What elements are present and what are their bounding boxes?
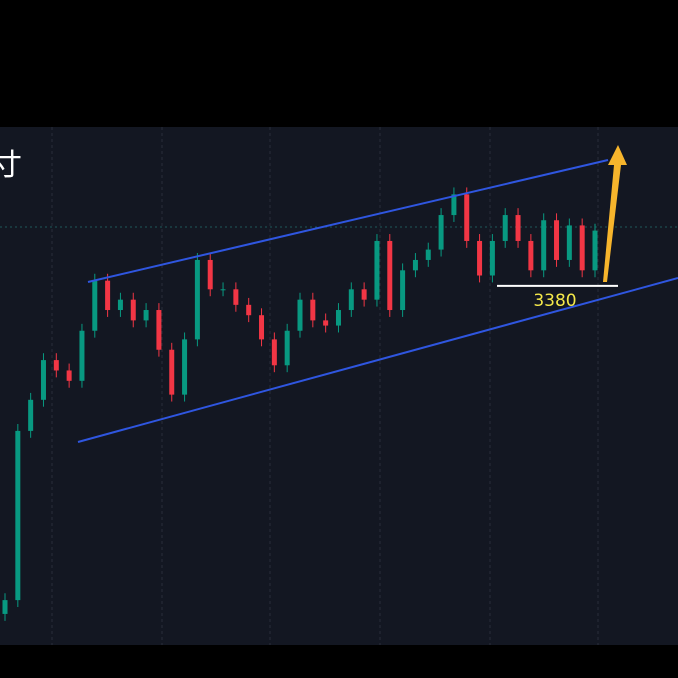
level-label: 3380 [533, 291, 576, 311]
candle-body [233, 289, 239, 305]
candle-body [40, 360, 46, 400]
candle-body [259, 315, 265, 340]
candle-body [92, 280, 98, 331]
candle-body [156, 310, 162, 350]
candle-body [182, 339, 188, 395]
candle-body [451, 194, 457, 216]
candles [2, 187, 598, 621]
candle-body [566, 225, 572, 260]
candle-body [284, 330, 290, 366]
candle-body [528, 240, 534, 271]
candle-body [207, 259, 213, 290]
candle-body [220, 289, 226, 291]
candle-body [592, 230, 598, 271]
candle-body [323, 320, 329, 326]
candle-body [310, 299, 316, 321]
channel-top [87, 159, 609, 283]
candle-body [387, 240, 393, 311]
candle-body [79, 330, 85, 381]
candle-body [464, 194, 470, 241]
candle-body [579, 225, 585, 271]
candle-body [554, 220, 560, 260]
candle-body [361, 289, 367, 300]
candle-body [477, 240, 483, 276]
candle-body [2, 600, 8, 614]
candle-body [412, 259, 418, 271]
candle-body [53, 360, 59, 371]
chart-title: 寸 [0, 148, 22, 183]
candle-body [438, 215, 444, 250]
plot-area [0, 127, 678, 645]
candle-body [66, 370, 72, 381]
candle-body [541, 220, 547, 271]
candle-body [271, 339, 277, 366]
candle-body [425, 249, 431, 260]
candle-body [502, 215, 508, 241]
candle-body [15, 430, 21, 601]
candle-body [28, 399, 34, 431]
candle-body [297, 299, 303, 331]
candle-body [348, 289, 354, 311]
candle-body [130, 299, 136, 321]
candle-body [169, 349, 175, 395]
channel-bottom [77, 277, 678, 443]
candle-body [400, 270, 406, 311]
candle-body [374, 240, 380, 300]
candle-body [515, 215, 521, 241]
candle-body [194, 259, 200, 340]
candle-body [105, 280, 111, 311]
candle-body [489, 240, 495, 276]
candle-body [246, 304, 252, 316]
candle-body [143, 310, 149, 321]
arrow [603, 145, 627, 282]
candle-body [117, 299, 123, 311]
candle-body [335, 310, 341, 326]
